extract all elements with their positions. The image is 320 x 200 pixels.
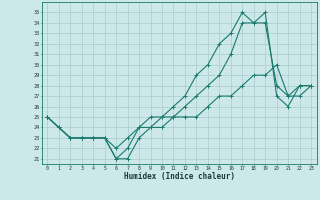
X-axis label: Humidex (Indice chaleur): Humidex (Indice chaleur) — [124, 172, 235, 181]
